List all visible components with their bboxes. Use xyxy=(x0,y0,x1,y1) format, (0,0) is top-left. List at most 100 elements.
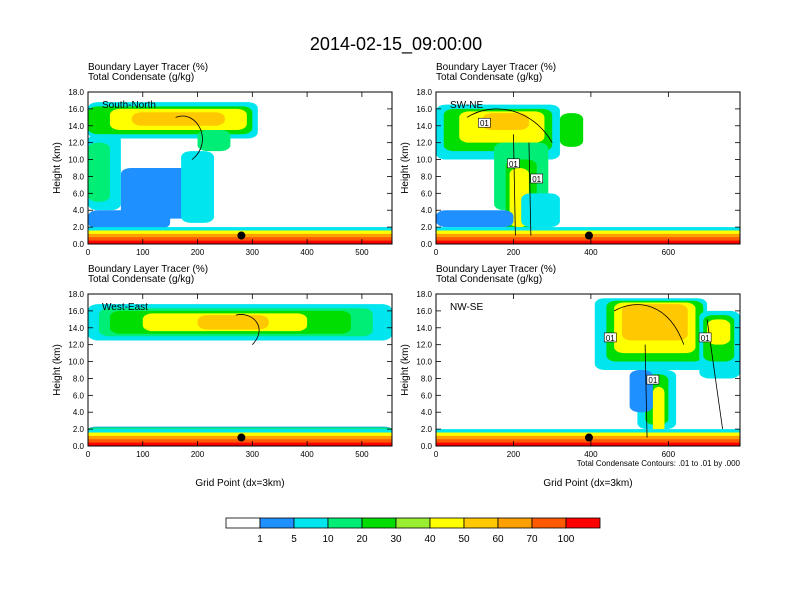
condensate-contour xyxy=(175,115,203,160)
colorbar-label: 50 xyxy=(458,534,470,545)
x-tick-label: 200 xyxy=(191,248,205,257)
y-tick-label: 0.0 xyxy=(421,240,433,249)
y-axis-label: Height (km) xyxy=(400,142,411,194)
condensate-contour xyxy=(466,108,553,236)
x-tick-label: 0 xyxy=(434,248,439,257)
tracer-region xyxy=(652,386,665,434)
panel-label: NW-SE xyxy=(450,302,483,313)
tracer-region xyxy=(559,113,584,147)
location-marker xyxy=(237,433,246,442)
y-tick-label: 16.0 xyxy=(416,307,432,316)
condensate-contour xyxy=(235,314,260,345)
y-tick-label: 8.0 xyxy=(421,172,433,181)
colorbar-label: 40 xyxy=(424,534,436,545)
x-tick-label: 500 xyxy=(355,450,369,459)
y-tick-label: 12.0 xyxy=(416,139,432,148)
y-tick-label: 0.0 xyxy=(73,240,85,249)
tracer-region xyxy=(482,113,529,130)
y-axis-label: Height (km) xyxy=(400,344,411,396)
y-tick-label: 2.0 xyxy=(421,425,433,434)
x-tick-label: 100 xyxy=(136,248,150,257)
y-tick-label: 16.0 xyxy=(68,307,84,316)
location-marker xyxy=(584,231,593,240)
y-tick-label: 10.0 xyxy=(416,358,432,367)
contour-label-box xyxy=(530,173,543,184)
tracer-region xyxy=(120,168,198,219)
panel-nw-se: Boundary Layer Tracer (%)Total Condensat… xyxy=(400,264,741,489)
y-tick-label: 16.0 xyxy=(68,105,84,114)
colorbar-label: 60 xyxy=(492,534,504,545)
tracer-region xyxy=(707,319,731,345)
y-tick-label: 4.0 xyxy=(73,206,85,215)
panel-west-east: Boundary Layer Tracer (%)Total Condensat… xyxy=(52,264,393,489)
colorbar-label: 5 xyxy=(291,534,297,545)
plot-frame xyxy=(87,293,393,447)
x-tick-label: 400 xyxy=(300,248,314,257)
location-marker xyxy=(584,433,593,442)
tracer-field: 01 01 01 xyxy=(436,294,740,446)
panel-label: SW-NE xyxy=(450,100,483,111)
tracer-region xyxy=(181,151,214,223)
boundary-layer-band xyxy=(88,240,392,244)
x-tick-label: 200 xyxy=(191,450,205,459)
panel-subtitle-1: Boundary Layer Tracer (%) xyxy=(88,62,208,73)
panel-subtitle-1: Boundary Layer Tracer (%) xyxy=(436,62,556,73)
boundary-layer-band xyxy=(436,240,740,244)
panel-south-north: Boundary Layer Tracer (%)Total Condensat… xyxy=(52,62,393,257)
contour-label-box xyxy=(646,374,660,385)
y-tick-label: 4.0 xyxy=(73,408,85,417)
panel-label: West-East xyxy=(102,302,148,313)
contour-label-box xyxy=(603,332,617,343)
colorbar-swatch xyxy=(225,517,261,529)
contour-label-box xyxy=(698,332,712,343)
tracer-region xyxy=(131,112,225,126)
boundary-layer-band xyxy=(436,442,740,446)
contour-label-box xyxy=(507,158,520,169)
x-tick-label: 300 xyxy=(246,248,260,257)
panel-label: South-North xyxy=(102,100,156,111)
figure-title: 2014-02-15_09:00:00 xyxy=(310,34,482,55)
y-tick-label: 12.0 xyxy=(68,341,84,350)
colorbar-swatch xyxy=(497,517,533,529)
y-tick-label: 14.0 xyxy=(68,324,84,333)
x-tick-label: 400 xyxy=(300,450,314,459)
y-tick-label: 12.0 xyxy=(68,139,84,148)
boundary-layer-band xyxy=(88,442,392,446)
x-tick-label: 300 xyxy=(246,450,260,459)
y-axis-label: Height (km) xyxy=(52,142,63,194)
x-tick-label: 500 xyxy=(355,248,369,257)
y-tick-label: 14.0 xyxy=(416,122,432,131)
y-tick-label: 8.0 xyxy=(73,374,85,383)
x-axis-label: Grid Point (dx=3km) xyxy=(543,478,632,489)
y-tick-label: 12.0 xyxy=(416,341,432,350)
tracer-region xyxy=(88,142,110,202)
y-tick-label: 18.0 xyxy=(416,290,432,299)
x-tick-label: 600 xyxy=(662,248,676,257)
x-tick-label: 600 xyxy=(662,450,676,459)
colorbar-swatch xyxy=(463,517,499,529)
y-tick-label: 0.0 xyxy=(421,442,433,451)
x-axis-label: Grid Point (dx=3km) xyxy=(195,478,284,489)
contour-label: 01 xyxy=(509,160,518,169)
colorbar-swatch xyxy=(361,517,397,529)
x-tick-label: 400 xyxy=(584,450,598,459)
tracer-field xyxy=(88,92,392,244)
x-tick-label: 400 xyxy=(584,248,598,257)
tracer-field: 01 01 01 xyxy=(436,92,740,244)
y-tick-label: 6.0 xyxy=(421,189,433,198)
colorbar-swatch xyxy=(259,517,295,529)
location-marker xyxy=(237,231,246,240)
x-tick-label: 0 xyxy=(86,248,91,257)
y-tick-label: 14.0 xyxy=(416,324,432,333)
y-tick-label: 4.0 xyxy=(421,206,433,215)
y-tick-label: 2.0 xyxy=(73,425,85,434)
y-tick-label: 18.0 xyxy=(416,88,432,97)
panel-subtitle-2: Total Condensate (g/kg) xyxy=(436,274,542,285)
x-tick-label: 200 xyxy=(507,248,521,257)
colorbar-swatch xyxy=(395,517,431,529)
tracer-region xyxy=(436,210,514,228)
tracer-region xyxy=(197,315,269,330)
colorbar-label: 10 xyxy=(322,534,334,545)
colorbar-swatch xyxy=(565,517,601,529)
y-tick-label: 10.0 xyxy=(68,358,84,367)
